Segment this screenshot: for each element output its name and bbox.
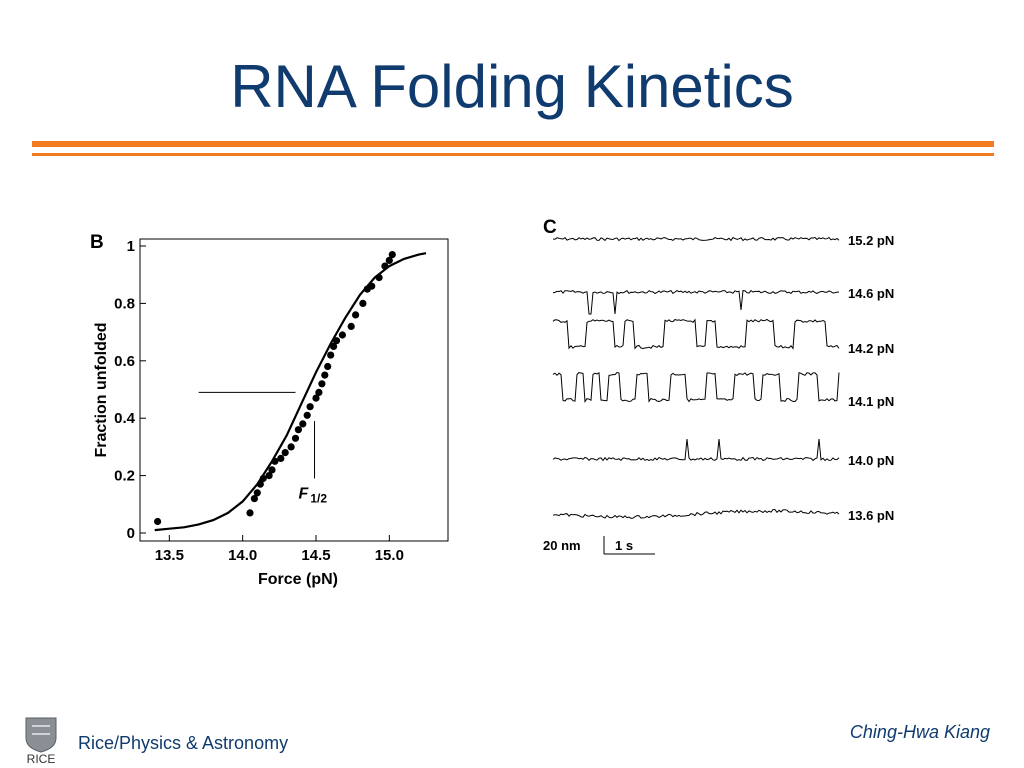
data-point [271, 457, 279, 465]
data-point [352, 311, 360, 319]
trace-line [552, 371, 840, 403]
x-tick-label: 14.0 [228, 547, 257, 564]
y-axis-label: Fraction unfolded [93, 322, 110, 457]
scale-bar-y-label: 20 nm [543, 538, 581, 553]
data-point [375, 274, 383, 282]
data-point [287, 443, 295, 451]
trace-force-label: 14.1 pN [848, 394, 894, 409]
y-axis-ticks: 0 0.2 0.4 0.6 0.8 1 [114, 238, 146, 542]
data-point [303, 411, 311, 419]
data-point [318, 380, 326, 388]
accent-rule-thin [32, 153, 994, 156]
data-point [259, 474, 267, 483]
y-tick-label: 0.8 [114, 295, 135, 312]
y-tick-label: 0 [127, 525, 135, 542]
y-tick-label: 0.6 [114, 353, 135, 370]
data-point [299, 420, 307, 428]
data-point [321, 371, 329, 379]
data-point [324, 362, 332, 371]
data-point [154, 517, 162, 526]
data-point [327, 351, 335, 359]
trace-force-label: 14.2 pN [848, 341, 894, 356]
data-point [250, 495, 258, 503]
data-point [385, 256, 393, 264]
data-point [315, 388, 323, 396]
scale-bar-x-label: 1 s [615, 538, 633, 553]
data-point [253, 489, 261, 497]
fit-curve [154, 252, 427, 532]
plot-frame [139, 238, 449, 542]
data-point [268, 466, 276, 474]
y-tick-label: 1 [127, 238, 135, 255]
y-tick-label: 0.2 [114, 468, 135, 485]
rice-logo: RICE [25, 717, 57, 764]
data-point [294, 426, 302, 434]
data-point [368, 282, 376, 290]
data-point [281, 449, 289, 457]
trace-force-label: 13.6 pN [848, 508, 894, 523]
footer-affiliation: Rice/Physics & Astronomy [78, 733, 289, 753]
trace-force-label: 15.2 pN [848, 233, 894, 248]
data-point [265, 472, 273, 480]
data-point [277, 454, 285, 462]
data-point [388, 251, 396, 259]
data-point [256, 480, 264, 488]
trace-force-label: 14.0 pN [848, 453, 894, 468]
x-axis-ticks: 13.5 14.0 14.5 15.0 [155, 535, 404, 564]
footer-author: Ching-Hwa Kiang [849, 722, 990, 742]
accent-rule-thick [32, 141, 994, 147]
trace-line [552, 289, 839, 315]
force-labels: 15.2 pN 14.6 pN 14.2 pN 14.1 pN 14.0 pN 13.6 … [848, 233, 894, 523]
panel-b-label: B [90, 232, 104, 253]
slide-title: RNA Folding Kinetics [230, 53, 794, 120]
data-point [312, 394, 320, 402]
data-point [291, 434, 300, 442]
x-tick-label: 14.5 [301, 547, 330, 564]
data-point [347, 322, 355, 330]
trace-line [552, 236, 840, 242]
data-point [330, 342, 338, 350]
x-tick-label: 15.0 [375, 547, 404, 564]
data-points [154, 251, 396, 526]
data-point [246, 509, 254, 517]
extension-traces [552, 236, 840, 519]
trace-line [552, 509, 840, 519]
data-point [332, 337, 341, 345]
x-tick-label: 13.5 [155, 547, 184, 564]
panel-b-chart: B 0 0.2 0.4 0.6 0.8 1 13.5 14.0 14.5 15.0 Fracti… [90, 232, 449, 588]
x-axis-label: Force (pN) [258, 571, 338, 588]
data-point [306, 403, 314, 411]
svg-text:RICE: RICE [27, 752, 56, 764]
trace-line [552, 318, 840, 350]
trace-line [552, 438, 840, 462]
data-point [381, 262, 389, 270]
data-point [359, 299, 367, 307]
panel-c-label: C [543, 217, 557, 238]
f-half-label: F 1/2 [299, 486, 328, 506]
trace-force-label: 14.6 pN [848, 286, 894, 301]
data-point [338, 331, 346, 339]
panel-c-traces: C 15.2 pN 14.6 pN 14.2 pN 14.1 pN 14.0 pN 13.… [543, 217, 894, 555]
y-tick-label: 0.4 [114, 410, 136, 427]
